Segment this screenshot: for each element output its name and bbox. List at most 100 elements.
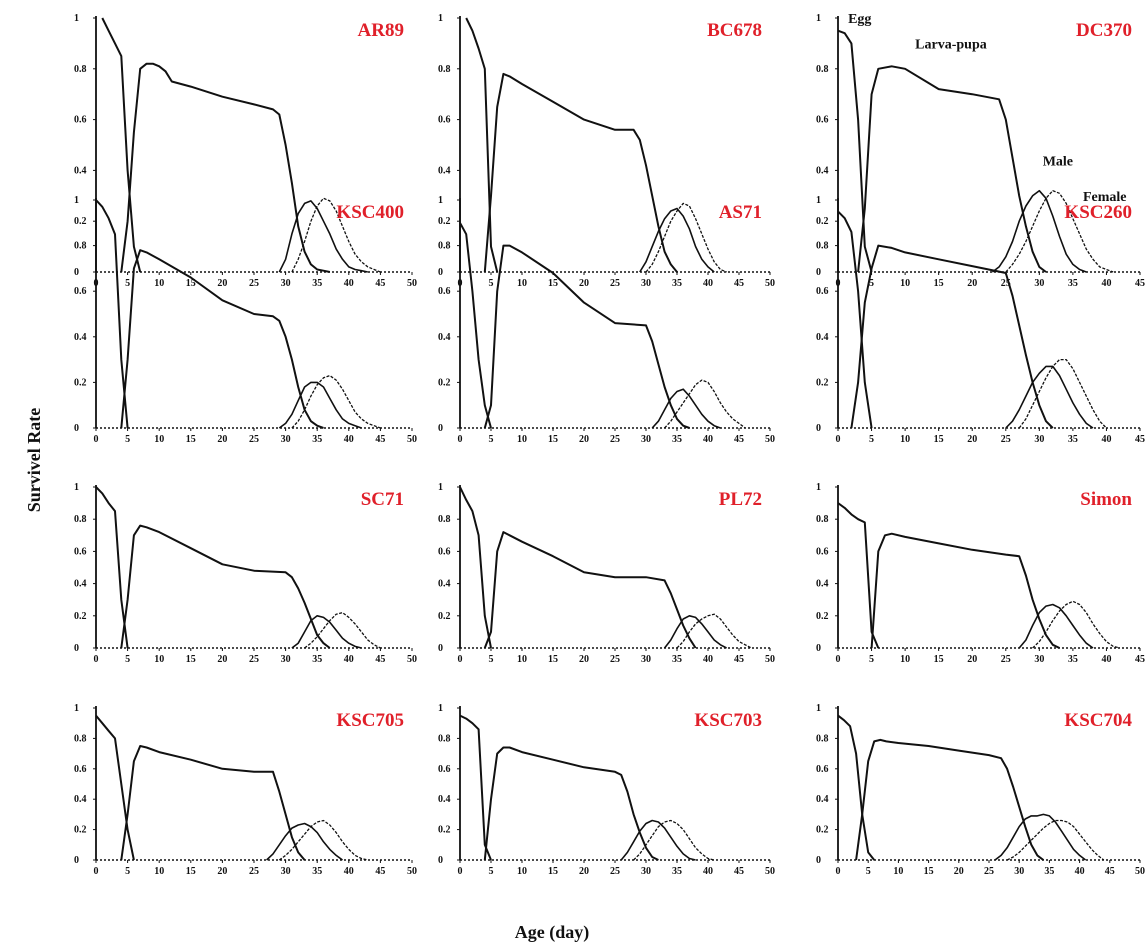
y-tick-label: 0.4 xyxy=(74,794,87,805)
x-tick-label: 45 xyxy=(1135,434,1145,445)
y-tick-label: 0.2 xyxy=(74,377,87,388)
x-tick-label: 20 xyxy=(579,866,589,877)
x-tick-label: 45 xyxy=(375,434,385,445)
series-line-2 xyxy=(870,532,1060,649)
y-tick-label: 0.8 xyxy=(438,514,451,525)
panel-title: KSC260 xyxy=(1064,202,1132,223)
x-tick-label: 5 xyxy=(125,866,130,877)
series-line-3 xyxy=(1005,365,1094,429)
x-tick-label: 5 xyxy=(869,278,874,289)
x-tick-label: 45 xyxy=(1135,278,1145,289)
series-line-4 xyxy=(645,202,727,273)
y-tick-label: 0.2 xyxy=(74,825,87,836)
x-tick-label: 10 xyxy=(893,866,903,877)
y-tick-label: 0 xyxy=(438,643,443,654)
x-tick-label: 35 xyxy=(1044,866,1054,877)
y-tick-label: 1 xyxy=(438,195,443,206)
y-tick-label: 0 xyxy=(438,855,443,866)
panel-title: KSC705 xyxy=(336,710,404,731)
x-tick-label: 20 xyxy=(217,866,227,877)
y-tick-label: 0.6 xyxy=(74,764,87,775)
series-line-2 xyxy=(855,738,1045,861)
x-tick-label: 35 xyxy=(672,654,682,665)
series-line-1 xyxy=(95,714,135,861)
series-line-1 xyxy=(837,502,880,649)
x-tick-label: 0 xyxy=(458,866,463,877)
y-tick-label: 0.8 xyxy=(74,514,87,525)
x-tick-label: 35 xyxy=(1068,278,1078,289)
y-tick-label: 0.8 xyxy=(74,733,87,744)
x-tick-label: 40 xyxy=(703,434,713,445)
x-tick-label: 25 xyxy=(610,866,620,877)
series-line-4 xyxy=(664,379,746,429)
y-tick-label: 0.8 xyxy=(438,733,451,744)
series-line-2 xyxy=(120,524,331,649)
series-line-4 xyxy=(1005,190,1114,273)
x-tick-label: 30 xyxy=(281,434,291,445)
series-line-4 xyxy=(1032,600,1121,649)
x-tick-label: 30 xyxy=(1034,654,1044,665)
x-tick-label: 10 xyxy=(900,654,910,665)
x-tick-label: 25 xyxy=(249,654,259,665)
x-tick-label: 15 xyxy=(548,434,558,445)
x-tick-label: 45 xyxy=(1105,866,1115,877)
series-line-3 xyxy=(994,813,1087,861)
y-tick-label: 0.6 xyxy=(816,764,829,775)
panel-title: KSC400 xyxy=(336,202,404,223)
y-tick-label: 0.6 xyxy=(74,286,87,297)
y-tick-label: 0 xyxy=(816,267,821,278)
y-tick-label: 0.2 xyxy=(816,825,829,836)
x-tick-label: 50 xyxy=(765,866,775,877)
y-tick-label: 0.2 xyxy=(816,216,829,227)
y-tick-label: 1 xyxy=(816,195,821,206)
x-tick-label: 50 xyxy=(765,434,775,445)
x-tick-label: 5 xyxy=(125,278,130,289)
x-tick-label: 45 xyxy=(375,278,385,289)
x-tick-label: 20 xyxy=(967,278,977,289)
y-tick-label: 0.6 xyxy=(74,546,87,557)
x-tick-label: 50 xyxy=(407,278,417,289)
x-tick-label: 20 xyxy=(217,434,227,445)
panel-title: SC71 xyxy=(361,489,404,510)
x-tick-label: 45 xyxy=(375,654,385,665)
series-line-1 xyxy=(837,210,873,429)
x-tick-label: 15 xyxy=(186,278,196,289)
y-tick-label: 0.4 xyxy=(816,579,829,590)
x-tick-label: 10 xyxy=(154,866,164,877)
panels: 00.20.40.60.8105101520253035404550AR8900… xyxy=(74,12,1145,877)
y-tick-label: 0.2 xyxy=(816,611,829,622)
series-line-4 xyxy=(633,819,715,861)
x-tick-label: 35 xyxy=(1068,654,1078,665)
x-tick-label: 25 xyxy=(249,866,259,877)
x-tick-label: 0 xyxy=(458,434,463,445)
panel-title: KSC703 xyxy=(694,710,762,731)
x-tick-label: 20 xyxy=(967,434,977,445)
y-tick-label: 0.4 xyxy=(816,165,829,176)
series-line-2 xyxy=(857,65,1047,273)
series-line-2 xyxy=(483,746,659,861)
x-tick-label: 40 xyxy=(1101,278,1111,289)
x-tick-label: 0 xyxy=(94,866,99,877)
x-tick-label: 40 xyxy=(344,654,354,665)
x-tick-label: 50 xyxy=(1135,866,1145,877)
y-tick-label: 1 xyxy=(816,13,821,24)
x-tick-label: 20 xyxy=(954,866,964,877)
y-tick-label: 0.8 xyxy=(438,241,451,252)
y-tick-label: 0.2 xyxy=(74,216,87,227)
x-tick-label: 5 xyxy=(869,654,874,665)
x-tick-label: 30 xyxy=(281,654,291,665)
x-tick-label: 5 xyxy=(489,866,494,877)
x-tick-label: 5 xyxy=(866,866,871,877)
x-tick-label: 25 xyxy=(610,654,620,665)
x-tick-label: 5 xyxy=(489,434,494,445)
panel-dc370: 00.20.40.60.81051015202530354045DC370Egg… xyxy=(816,12,1145,289)
series-line-1 xyxy=(95,486,129,649)
x-axis-label: Age (day) xyxy=(515,922,590,943)
panel-title: AS71 xyxy=(719,202,762,223)
series-line-4 xyxy=(1006,819,1105,861)
series-line-3 xyxy=(291,614,362,649)
x-tick-label: 5 xyxy=(489,654,494,665)
series-line-1 xyxy=(459,486,492,649)
